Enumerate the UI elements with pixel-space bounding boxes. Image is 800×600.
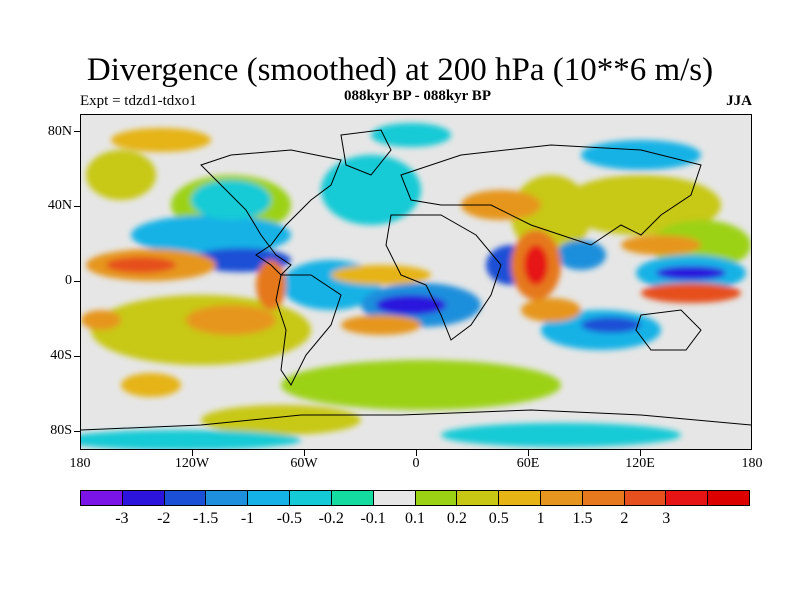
- colorbar-label: -0.2: [318, 510, 344, 527]
- lon-label-120w: 120W: [174, 456, 210, 471]
- field-blob: [524, 245, 548, 285]
- field-blob: [341, 315, 421, 335]
- lat-tick: [74, 431, 80, 432]
- colorbar-label: 1: [536, 510, 545, 527]
- field-blob: [461, 190, 541, 220]
- colorbar-label: 3: [662, 510, 671, 527]
- field-blob: [656, 266, 726, 280]
- field-blob: [561, 175, 721, 235]
- colorbar-swatch: [708, 491, 749, 505]
- chart-title: Divergence (smoothed) at 200 hPa (10**6 …: [86, 52, 714, 88]
- colorbar-label: -1: [240, 510, 255, 527]
- lon-tick: [304, 450, 305, 456]
- field-blob: [86, 150, 156, 200]
- colorbar-swatch: [415, 491, 458, 505]
- field-blob: [621, 235, 701, 255]
- colorbar-swatch: [540, 491, 583, 505]
- colorbar-label: 0.2: [446, 510, 467, 527]
- lat-tick: [74, 356, 80, 357]
- field-blob: [281, 360, 561, 410]
- lon-tick: [640, 450, 641, 456]
- colorbar-swatch: [457, 491, 500, 505]
- coast-antarctica: [81, 409, 751, 431]
- lat-tick: [74, 131, 80, 132]
- field-blob: [441, 423, 681, 447]
- coast-south-america: [275, 274, 342, 386]
- colorbar: [80, 490, 750, 506]
- colorbar-label: -0.1: [360, 510, 386, 527]
- colorbar-swatch: [248, 491, 291, 505]
- colorbar-label: -2: [157, 510, 171, 527]
- lat-label-80n: 80N: [47, 124, 72, 139]
- colorbar-swatch: [499, 491, 541, 505]
- lon-label-180w: 180: [69, 456, 91, 471]
- coast-africa: [385, 214, 502, 341]
- field-blob: [201, 405, 361, 435]
- colorbar-swatch: [624, 491, 667, 505]
- experiment-label: Expt = tdzd1-tdxo1: [80, 93, 197, 109]
- divergence-map: [80, 114, 752, 450]
- field-blob: [81, 430, 301, 449]
- coast-australia: [635, 309, 702, 351]
- lon-label-0: 0: [412, 456, 420, 471]
- colorbar-swatch: [290, 491, 332, 505]
- lon-label-60e: 60E: [516, 456, 540, 471]
- lat-tick: [74, 206, 80, 207]
- field-blob: [256, 260, 286, 310]
- colorbar-swatch: [164, 491, 207, 505]
- map-field: [81, 123, 751, 449]
- lon-label-180e: 180: [741, 456, 763, 471]
- colorbar-swatch: [81, 491, 123, 505]
- period-label: 088kyr BP - 088kyr BP: [344, 88, 491, 104]
- colorbar-label: -1.5: [192, 510, 219, 527]
- field-blob: [81, 310, 121, 330]
- colorbar-label: -0.5: [276, 510, 303, 527]
- lon-label-60w: 60W: [290, 456, 318, 471]
- colorbar-swatch: [373, 491, 416, 505]
- colorbar-swatch: [206, 491, 249, 505]
- field-blob: [111, 128, 211, 152]
- lat-label-0: 0: [65, 273, 72, 288]
- lat-label-40n: 40N: [47, 198, 72, 213]
- field-blob: [121, 373, 181, 397]
- colorbar-swatch: [666, 491, 709, 505]
- field-blob: [376, 295, 446, 315]
- coast-eurasia: [400, 144, 702, 246]
- field-blob: [131, 215, 291, 255]
- colorbar-label: -3: [115, 510, 129, 527]
- colorbar-label: 0.5: [488, 510, 509, 527]
- lon-tick: [192, 450, 193, 456]
- colorbar-label: 2: [620, 510, 629, 527]
- coastlines: [81, 129, 751, 431]
- colorbar-swatch: [582, 491, 625, 505]
- lon-label-120e: 120E: [625, 456, 655, 471]
- coast-north-america: [200, 149, 342, 276]
- colorbar-label: 0.1: [405, 510, 425, 527]
- field-blob: [321, 155, 421, 225]
- lon-tick: [528, 450, 529, 456]
- lat-tick: [74, 281, 80, 282]
- colorbar-label: 1.5: [572, 510, 593, 527]
- lat-label-80s: 80S: [50, 423, 72, 438]
- field-blob: [106, 257, 176, 273]
- field-blob: [186, 305, 276, 335]
- field-blob: [556, 240, 606, 270]
- field-blob: [191, 180, 271, 220]
- field-blob: [641, 283, 741, 303]
- field-blob: [521, 298, 581, 322]
- field-blob: [581, 317, 641, 333]
- colorbar-swatch: [331, 491, 374, 505]
- season-label: JJA: [726, 93, 752, 109]
- field-blob: [581, 140, 701, 170]
- coast-greenland: [340, 129, 392, 176]
- field-blob: [331, 265, 431, 285]
- field-blob: [371, 123, 451, 147]
- colorbar-swatch: [122, 491, 165, 505]
- lon-tick: [416, 450, 417, 456]
- lat-label-40s: 40S: [50, 348, 72, 363]
